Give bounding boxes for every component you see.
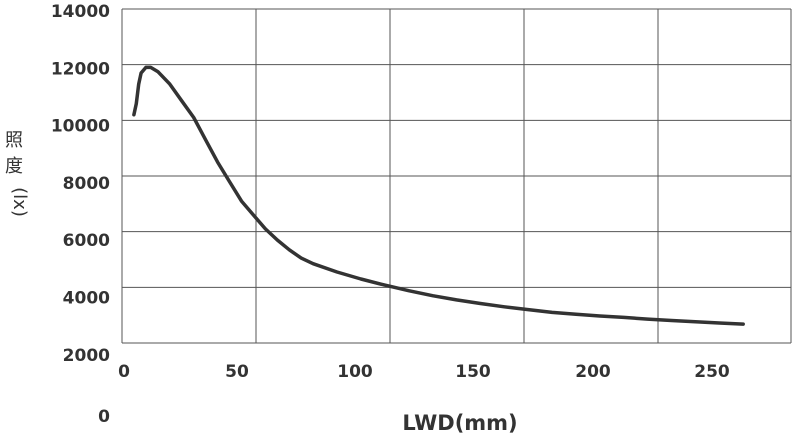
y-axis-title-char-2: 度: [5, 156, 23, 177]
x-axis-title: LWD(mm): [402, 411, 517, 435]
y-axis-title-char-1: 照: [5, 130, 23, 151]
x-tick-label: 150: [455, 362, 491, 382]
chart-grid: [121, 8, 792, 344]
y-tick-label: 4000: [63, 289, 110, 309]
series-layer: [132, 65, 745, 326]
x-tick-label: 250: [694, 362, 730, 382]
y-axis-title: 照 度 (lx): [5, 130, 30, 217]
x-tick-label: 50: [225, 362, 249, 382]
x-tick-label: 0: [118, 362, 130, 382]
x-tick-labels: 0 50 100 150 200 250: [118, 362, 730, 382]
y-tick-label: 14000: [51, 2, 110, 22]
y-tick-label-zero: 0: [98, 407, 110, 427]
x-tick-label: 200: [575, 362, 611, 382]
series-line: [132, 65, 745, 326]
y-tick-labels: 14000 12000 10000 8000 6000 4000 2000: [51, 2, 110, 366]
x-tick-label: 100: [337, 362, 373, 382]
y-tick-label: 8000: [63, 174, 110, 194]
y-tick-label: 10000: [51, 117, 110, 137]
y-tick-label: 2000: [63, 346, 110, 366]
y-tick-label: 12000: [51, 59, 110, 79]
y-axis-title-unit: (lx): [9, 187, 30, 217]
y-tick-label: 6000: [63, 231, 110, 251]
